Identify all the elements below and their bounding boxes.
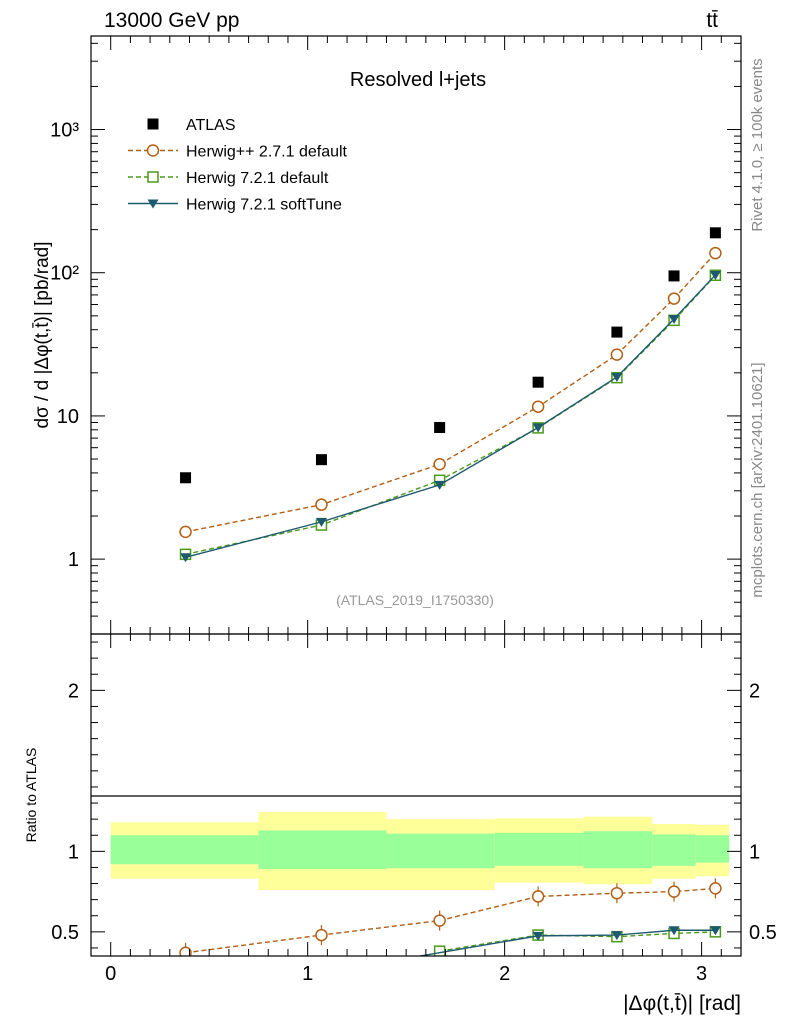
ratio-series: [179, 878, 722, 956]
series-line: [185, 252, 716, 533]
ratio-y-axis-label: Ratio to ATLAS: [23, 748, 39, 843]
ratio-point: [315, 928, 328, 942]
y-axis-label: dσ / d |Δφ(t,t̄)| [pb/rad]: [32, 241, 53, 428]
data-point: [433, 457, 446, 471]
series-atlas: [180, 227, 721, 484]
ratio-point: [532, 931, 544, 941]
x-tick-label: 0: [105, 963, 116, 985]
main-axis-ticks: 1 10 10² 10³: [50, 36, 742, 635]
data-point: [434, 422, 446, 434]
ratio-frame: [90, 633, 742, 957]
data-point: [180, 553, 192, 563]
inner-band: [110, 835, 259, 865]
ratio-point: [531, 890, 545, 903]
data-point: [180, 472, 192, 484]
inner-band: [494, 832, 584, 866]
ratio-series-herwig-7-2-1-default: [433, 926, 722, 956]
x-tick-label: 3: [696, 963, 707, 985]
inner-band: [695, 835, 730, 863]
legend-entry: Herwig 7.2.1 default: [128, 170, 329, 187]
data-point: [611, 326, 623, 338]
x-tick-label: 2: [499, 963, 510, 985]
y-tick-label: 10²: [50, 263, 79, 285]
main-panel: 1 10 10² 10³ Resolved l+jets (ATLAS_2019_I1…: [32, 35, 742, 635]
legend-marker: [147, 171, 159, 183]
data-point: [315, 517, 327, 527]
ratio-line: [416, 929, 716, 956]
ratio-series-herwig-2-7-1-default: [179, 878, 722, 956]
ratio-axis-ticks: 0 1 2 3 0.5 0.5 1 1 2 2: [51, 634, 777, 985]
data-point: [532, 423, 544, 433]
ratio-y-tick-label-right: 0.5: [749, 922, 777, 944]
analysis-label: (ATLAS_2019_I1750330): [336, 592, 494, 608]
y-tick-label: 10³: [50, 120, 79, 142]
ratio-line: [185, 887, 716, 954]
data-point: [668, 270, 680, 282]
data-point: [434, 480, 446, 490]
legend-label: Herwig++ 2.7.1 default: [186, 144, 348, 161]
inner-band: [652, 834, 696, 866]
y-tick-label: 10: [57, 406, 79, 428]
uncertainty-bands: [110, 811, 730, 890]
inner-band: [583, 831, 653, 869]
legend-marker: [147, 199, 159, 209]
ratio-point: [668, 926, 680, 936]
ratio-y-tick-label: 2: [68, 680, 79, 702]
legend-label: Herwig 7.2.1 softTune: [186, 197, 342, 214]
legend-label: Herwig 7.2.1 default: [186, 170, 329, 187]
ratio-point: [433, 945, 446, 956]
data-point: [531, 400, 545, 413]
data-point: [315, 454, 327, 466]
ratio-y-tick-label: 1: [68, 841, 79, 863]
ratio-y-tick-label-right: 2: [749, 680, 760, 702]
data-point: [610, 348, 624, 361]
inner-band: [258, 830, 387, 870]
data-point: [611, 373, 623, 383]
ratio-point: [610, 886, 624, 900]
ratio-y-tick-label: 0.5: [51, 922, 79, 944]
ratio-y-tick-label-right: 1: [749, 841, 760, 863]
rivet-version-label: Rivet 4.1.0, ≥ 100k events: [749, 58, 766, 231]
energy-label: 13000 GeV pp: [104, 9, 239, 32]
data-point: [532, 376, 544, 388]
main-series: [179, 227, 722, 563]
data-point: [667, 292, 681, 305]
y-tick-label: 1: [68, 549, 79, 571]
legend: ATLAS Herwig++ 2.7.1 default Herwig 7.2.1 …: [128, 117, 348, 214]
series-herwig-7-2-1-default: [179, 269, 722, 561]
data-point: [709, 227, 721, 239]
ratio-point: [709, 882, 722, 895]
legend-marker: [146, 144, 160, 157]
legend-marker: [147, 118, 159, 130]
ratio-point: [433, 914, 446, 927]
mcplots-label: mcplots.cern.ch [arXiv:2401.10621]: [749, 362, 766, 597]
x-axis-label: |Δφ(t,t̄)| [rad]: [623, 992, 741, 1015]
ratio-panel: 0 1 2 3 0.5 0.5 1 1 2 2 Ratio to ATLAS |Δφ(t,t̄)|…: [23, 633, 777, 1015]
ratio-point: [611, 931, 623, 941]
series-herwig-7-2-1-softtune: [180, 270, 721, 563]
x-tick-label: 1: [302, 963, 313, 985]
legend-entry: ATLAS: [147, 117, 236, 134]
inner-band: [386, 833, 495, 869]
data-point: [668, 315, 680, 325]
legend-entry: Herwig++ 2.7.1 default: [128, 144, 348, 161]
data-point: [315, 498, 328, 511]
legend-entry: Herwig 7.2.1 softTune: [128, 197, 342, 214]
ratio-point: [179, 946, 192, 956]
process-label: tt̄: [706, 9, 718, 32]
series-line: [185, 274, 716, 558]
ratio-point: [709, 926, 721, 936]
data-point: [709, 270, 721, 280]
legend-label: ATLAS: [186, 117, 236, 134]
data-point: [179, 525, 192, 539]
ratio-series-herwig-7-2-1-softtune: [416, 926, 721, 956]
series-herwig-2-7-1-default: [179, 246, 722, 539]
data-point: [709, 246, 722, 260]
series-line: [185, 274, 716, 556]
ratio-point: [667, 885, 681, 898]
chart-title: Resolved l+jets: [350, 69, 486, 91]
